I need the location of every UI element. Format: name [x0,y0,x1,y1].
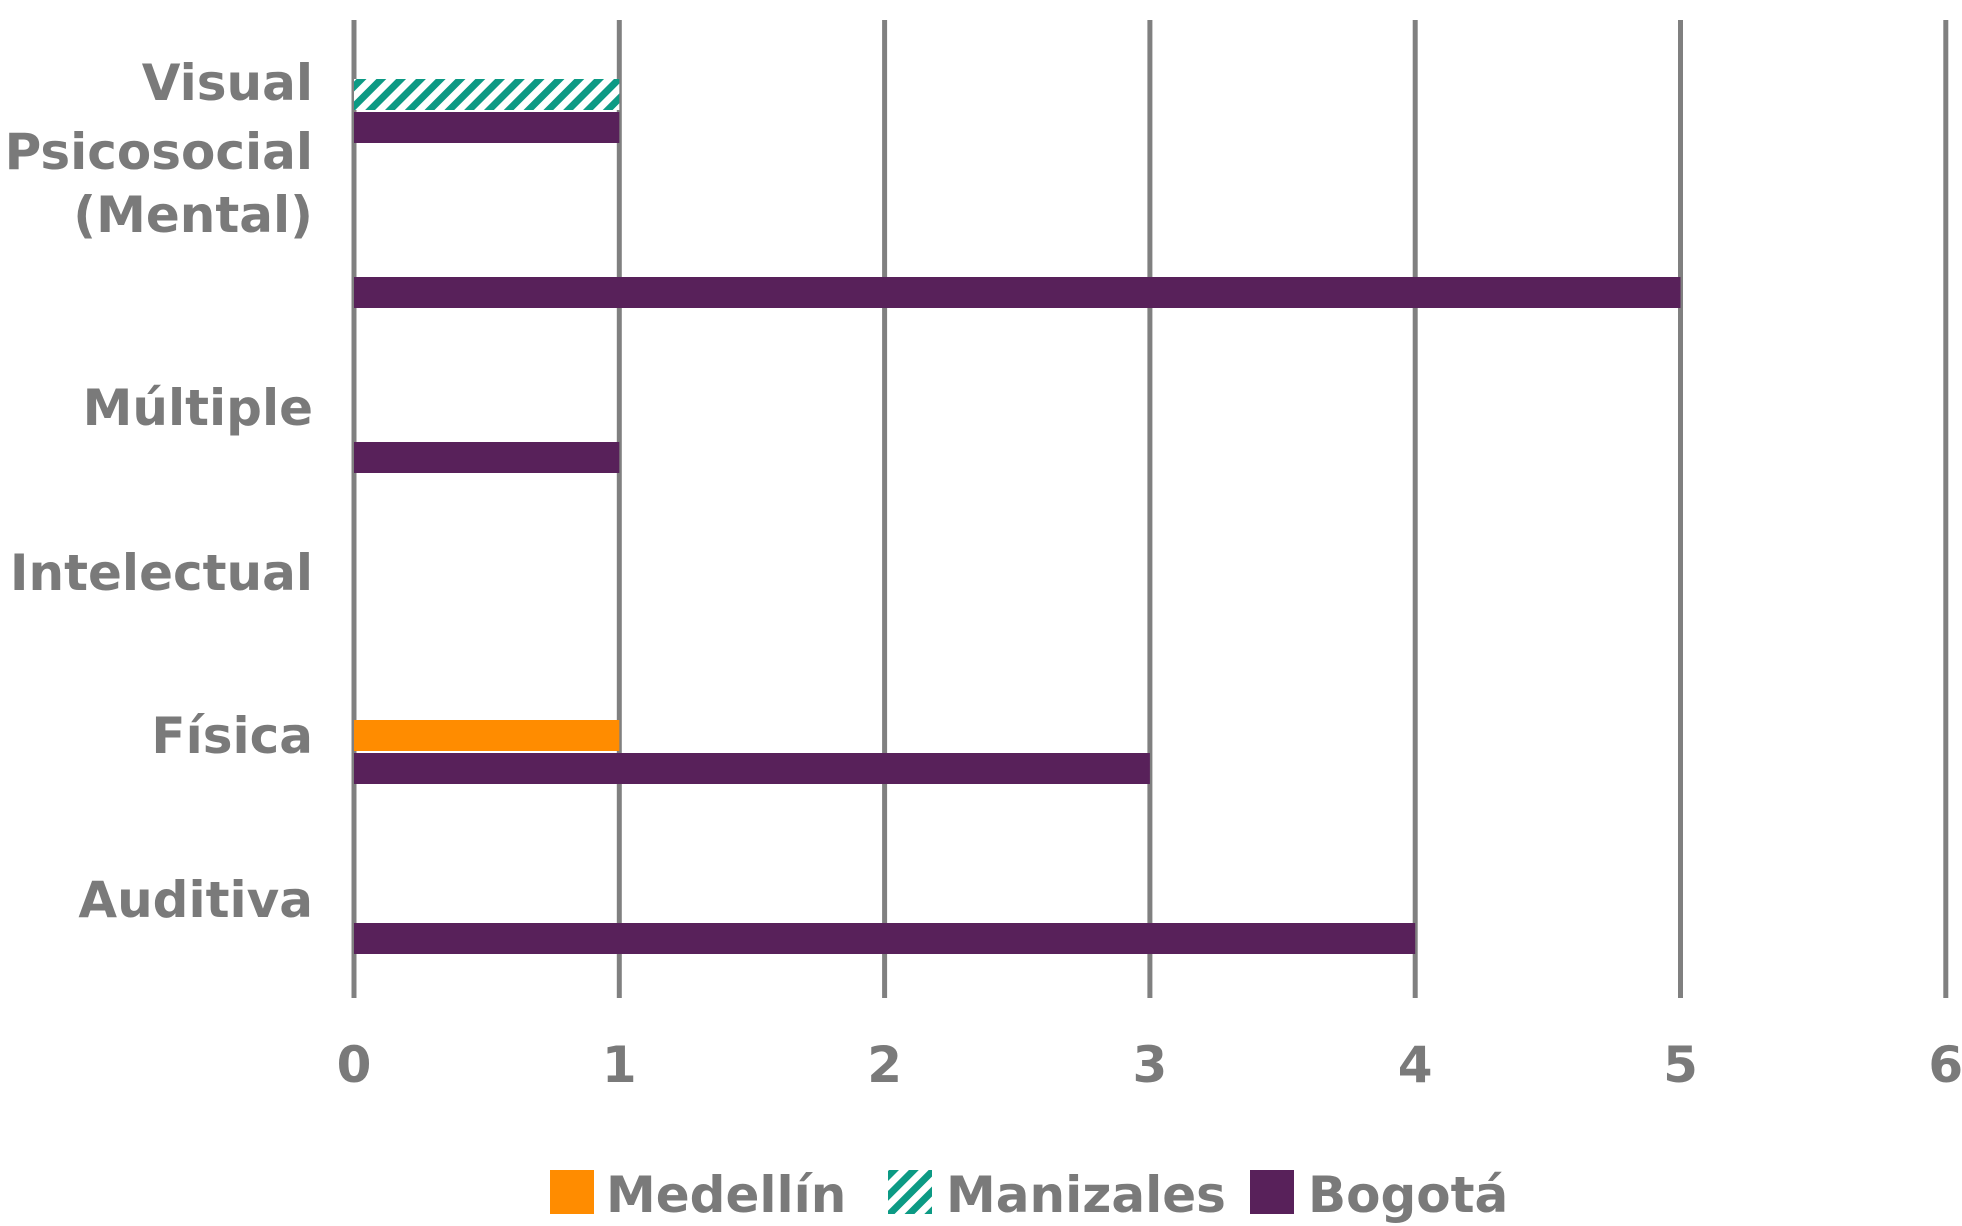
bar-bogota [354,442,620,473]
x-tick-label: 2 [867,1036,902,1094]
bar-bogota [354,753,1150,784]
x-tick-label: 5 [1663,1036,1698,1094]
bar-bogota [354,277,1681,308]
legend-label-bogota: Bogotá [1308,1166,1508,1224]
x-tick-label: 4 [1398,1036,1433,1094]
legend-swatch-manizales [888,1170,932,1214]
x-tick-label: 3 [1133,1036,1168,1094]
bars [354,79,1681,954]
category-label: Auditiva [78,871,313,929]
legend-swatch-medellin [550,1170,594,1214]
x-axis-tick-labels: 0 1 2 3 4 5 6 [337,1036,1962,1094]
category-label: Intelectual [10,544,313,602]
x-tick-label: 1 [602,1036,637,1094]
x-tick-label: 0 [337,1036,372,1094]
legend: Medellín Manizales Bogotá [550,1166,1508,1224]
legend-label-manizales: Manizales [946,1166,1226,1224]
legend-label-medellin: Medellín [606,1166,846,1224]
category-label: Múltiple [83,379,313,437]
bar-bogota [354,923,1416,954]
category-label: Psicosocial (Mental) [5,123,313,244]
gridlines [351,20,1949,998]
bar-bogota [354,112,620,143]
category-label: Física [151,707,313,765]
category-labels: Visual Psicosocial (Mental) Múltiple Intelec… [5,54,313,929]
x-tick-label: 6 [1928,1036,1962,1094]
legend-swatch-bogota [1250,1170,1294,1214]
category-label: Visual [142,54,313,112]
bar-manizales [354,79,620,110]
bar-medellin [354,720,620,751]
